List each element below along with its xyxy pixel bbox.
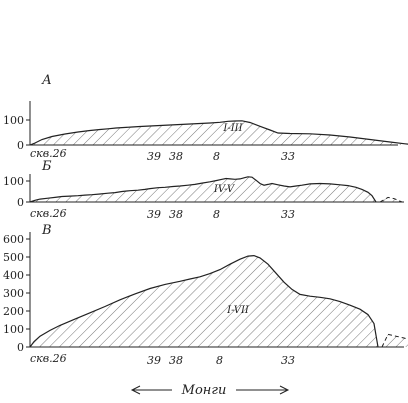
panel-b-well-38: 38	[169, 208, 183, 221]
panel-v-extension-hatch	[382, 334, 408, 347]
panel-a-well-8: 8	[213, 150, 220, 163]
panel-a-tick-label-100: 100	[3, 114, 24, 127]
panel-b-well-33: 33	[281, 208, 295, 221]
panel-v-zone-label: I-VII	[226, 305, 250, 316]
panel-b-tick-label-0: 0	[17, 196, 24, 209]
panel-b: Б 100 0 IV-V скв.26 39 38 8 33	[3, 159, 404, 221]
panel-v-hatch-fill	[30, 255, 378, 347]
panel-a-well-39: 39	[147, 150, 161, 163]
panel-a-well-skv26: скв.26	[30, 147, 67, 160]
panel-a-zone-label: I-III	[222, 123, 243, 134]
panel-a-well-38: 38	[169, 150, 183, 163]
panel-v-ticks	[26, 238, 30, 348]
panel-a-label: А	[41, 73, 52, 88]
panel-b-zone-label: IV-V	[213, 184, 236, 195]
panel-b-profile-line	[29, 176, 377, 203]
panel-v-tick-label-400: 400	[3, 269, 24, 282]
panel-a-profile-line	[29, 120, 408, 146]
panel-a-hatch-fill	[30, 120, 408, 145]
panel-b-well-8: 8	[213, 208, 220, 221]
panel-v-well-skv26: скв.26	[30, 352, 67, 365]
panel-a-tick-label-0: 0	[17, 139, 24, 152]
panel-a-well-33: 33	[281, 150, 295, 163]
panel-v-tick-label-100: 100	[3, 323, 24, 336]
panel-v-label: В	[41, 223, 52, 238]
direction-indicator: Монги	[130, 383, 290, 398]
panel-v-tick-label-600: 600	[3, 233, 24, 246]
panel-v-tick-label-0: 0	[17, 341, 24, 354]
panel-b-tick-label-100: 100	[3, 175, 24, 188]
panel-v-well-38: 38	[169, 354, 183, 367]
panel-v-well-39: 39	[147, 354, 161, 367]
bidirectional-arrow-icon	[130, 385, 290, 395]
panel-v-tick-label-300: 300	[3, 287, 24, 300]
panel-v-profile-line	[29, 254, 379, 348]
panel-v-tick-label-500: 500	[3, 251, 24, 264]
panel-a: А 100 0 I-III скв.26 39 38 8 33	[3, 73, 408, 163]
panel-v-tick-label-200: 200	[3, 305, 24, 318]
panel-b-hatch-fill	[30, 176, 376, 202]
panel-v-well-8: 8	[216, 354, 223, 367]
panel-b-extension-hatch	[380, 197, 402, 202]
panel-b-well-skv26: скв.26	[30, 207, 67, 220]
panel-b-well-39: 39	[147, 208, 161, 221]
panel-v: В 600 500 400 300 200 100 0 I-VII скв.26…	[3, 223, 408, 367]
panel-b-label: Б	[41, 159, 52, 174]
panel-v-well-33: 33	[281, 354, 295, 367]
direction-label: Монги	[181, 383, 227, 398]
